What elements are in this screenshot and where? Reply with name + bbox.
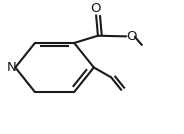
Text: N: N bbox=[7, 61, 17, 74]
Text: O: O bbox=[126, 30, 136, 43]
Text: O: O bbox=[90, 2, 100, 15]
